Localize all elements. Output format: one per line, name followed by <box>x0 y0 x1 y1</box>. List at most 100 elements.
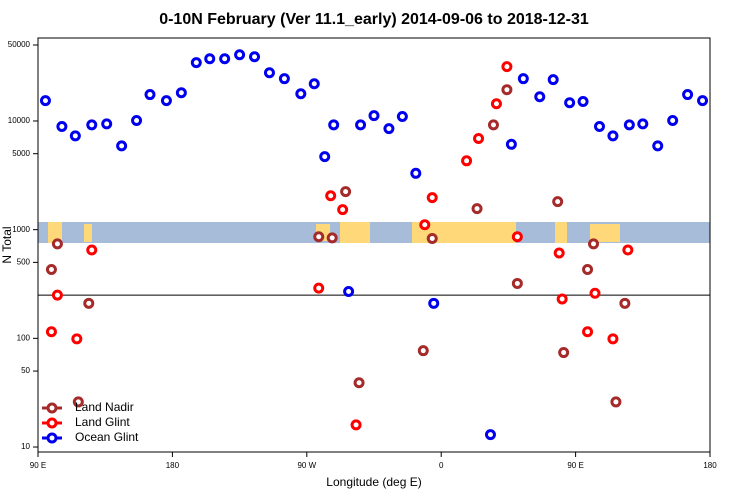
y-tick-label: 100 <box>17 333 31 342</box>
point <box>175 87 187 99</box>
point <box>593 120 605 132</box>
point <box>219 53 231 65</box>
point <box>160 95 172 107</box>
point <box>249 51 261 63</box>
point <box>610 396 622 408</box>
y-tick-label: 10000 <box>8 116 31 125</box>
point <box>511 231 523 243</box>
y-tick-label: 10 <box>21 442 30 451</box>
point <box>263 67 275 79</box>
point <box>295 88 307 100</box>
point <box>325 190 337 202</box>
point <box>56 120 68 132</box>
point <box>428 297 440 309</box>
point <box>328 119 340 131</box>
point <box>343 285 355 297</box>
point <box>51 238 63 250</box>
point <box>131 115 143 127</box>
x-tick-label: 0 <box>439 461 444 470</box>
point <box>313 231 325 243</box>
point <box>553 247 565 259</box>
point <box>623 119 635 131</box>
point <box>355 119 367 131</box>
point <box>86 119 98 131</box>
point <box>144 89 156 101</box>
point <box>490 98 502 110</box>
x-axis-label: Longitude (deg E) <box>326 475 421 489</box>
point <box>534 91 546 103</box>
point <box>308 78 320 90</box>
point <box>505 138 517 150</box>
point <box>417 345 429 357</box>
point <box>340 186 352 198</box>
point <box>501 84 513 96</box>
point <box>337 204 349 216</box>
point <box>368 110 380 122</box>
point <box>473 132 485 144</box>
point <box>619 297 631 309</box>
point <box>69 130 81 142</box>
point <box>410 167 422 179</box>
point <box>278 73 290 85</box>
point <box>326 232 338 244</box>
legend-label: Land Nadir <box>75 400 134 414</box>
point <box>204 53 216 65</box>
point <box>426 192 438 204</box>
point <box>83 297 95 309</box>
point <box>589 287 601 299</box>
point <box>622 244 634 256</box>
x-tick-label: 90 E <box>567 461 583 470</box>
point <box>71 333 83 345</box>
point <box>607 333 619 345</box>
point <box>667 115 679 127</box>
point <box>582 263 594 275</box>
point <box>471 203 483 215</box>
point <box>39 95 51 107</box>
point <box>558 347 570 359</box>
x-tick-label: 180 <box>703 461 717 470</box>
point <box>383 123 395 135</box>
legend-marker <box>46 402 58 414</box>
point <box>350 419 362 431</box>
point <box>637 118 649 130</box>
point <box>517 73 529 85</box>
point <box>45 326 57 338</box>
x-tick-label: 90 E <box>30 461 46 470</box>
legend-label: Land Glint <box>75 415 130 429</box>
point <box>652 140 664 152</box>
y-axis-label: N Total <box>0 226 14 263</box>
point <box>396 110 408 122</box>
x-tick-label: 180 <box>166 461 180 470</box>
point <box>419 219 431 231</box>
point <box>588 238 600 250</box>
point <box>319 151 331 163</box>
point <box>426 232 438 244</box>
point <box>501 61 513 73</box>
point <box>487 119 499 131</box>
point <box>547 74 559 86</box>
plot-frame <box>37 37 711 453</box>
point <box>190 57 202 69</box>
legend-label: Ocean Glint <box>75 430 139 444</box>
point <box>116 140 128 152</box>
point <box>101 118 113 130</box>
point <box>45 263 57 275</box>
point <box>582 326 594 338</box>
point <box>564 97 576 109</box>
y-tick-label: 50 <box>21 366 30 375</box>
point <box>72 396 84 408</box>
point <box>51 289 63 301</box>
y-tick-label: 500 <box>17 257 31 266</box>
y-tick-label: 50000 <box>8 40 31 49</box>
chart-title: 0-10N February (Ver 11.1_early) 2014-09-… <box>159 11 589 28</box>
point <box>682 89 694 101</box>
point <box>234 49 246 61</box>
y-tick-label: 1000 <box>12 225 30 234</box>
legend-marker <box>46 432 58 444</box>
point <box>556 293 568 305</box>
point <box>353 377 365 389</box>
legend-marker <box>46 417 58 429</box>
point <box>697 95 709 107</box>
point <box>484 429 496 441</box>
